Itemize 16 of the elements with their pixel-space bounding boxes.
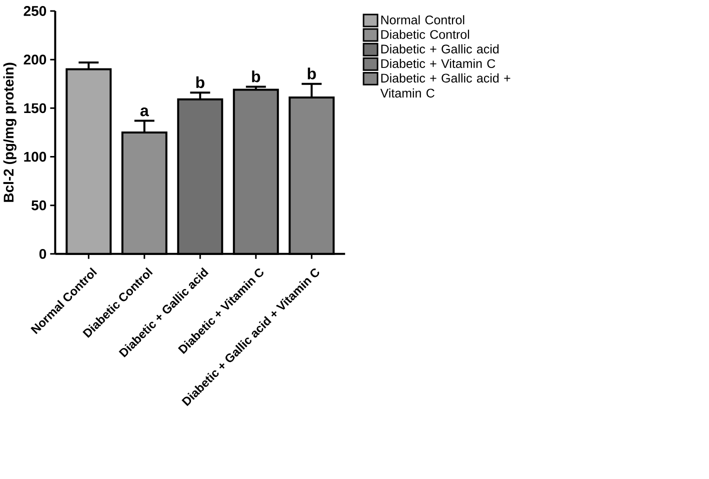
y-tick-label: 100: [24, 152, 46, 162]
y-tick-label: 50: [32, 200, 46, 210]
y-tick-label: 0: [39, 249, 46, 259]
y-tick-label: 200: [24, 54, 46, 65]
y-tick-label: 250: [24, 6, 46, 16]
annotation: b: [252, 70, 260, 82]
annotation: b: [196, 76, 204, 88]
annotation: b: [308, 68, 316, 80]
y-axis-title: Bcl-2 (pg/mg protein): [3, 62, 16, 202]
legend-label: Diabetic + Gallic acid + Vitamin C: [380, 73, 510, 98]
legend-label: Normal Control: [381, 15, 464, 24]
legend-label: Diabetic + Vitamin C: [381, 58, 496, 68]
annotation: a: [140, 108, 149, 116]
y-tick-label: 150: [24, 103, 46, 114]
legend-label: Diabetic Control: [381, 30, 470, 39]
legend-label: Diabetic + Gallic acid: [381, 44, 499, 54]
